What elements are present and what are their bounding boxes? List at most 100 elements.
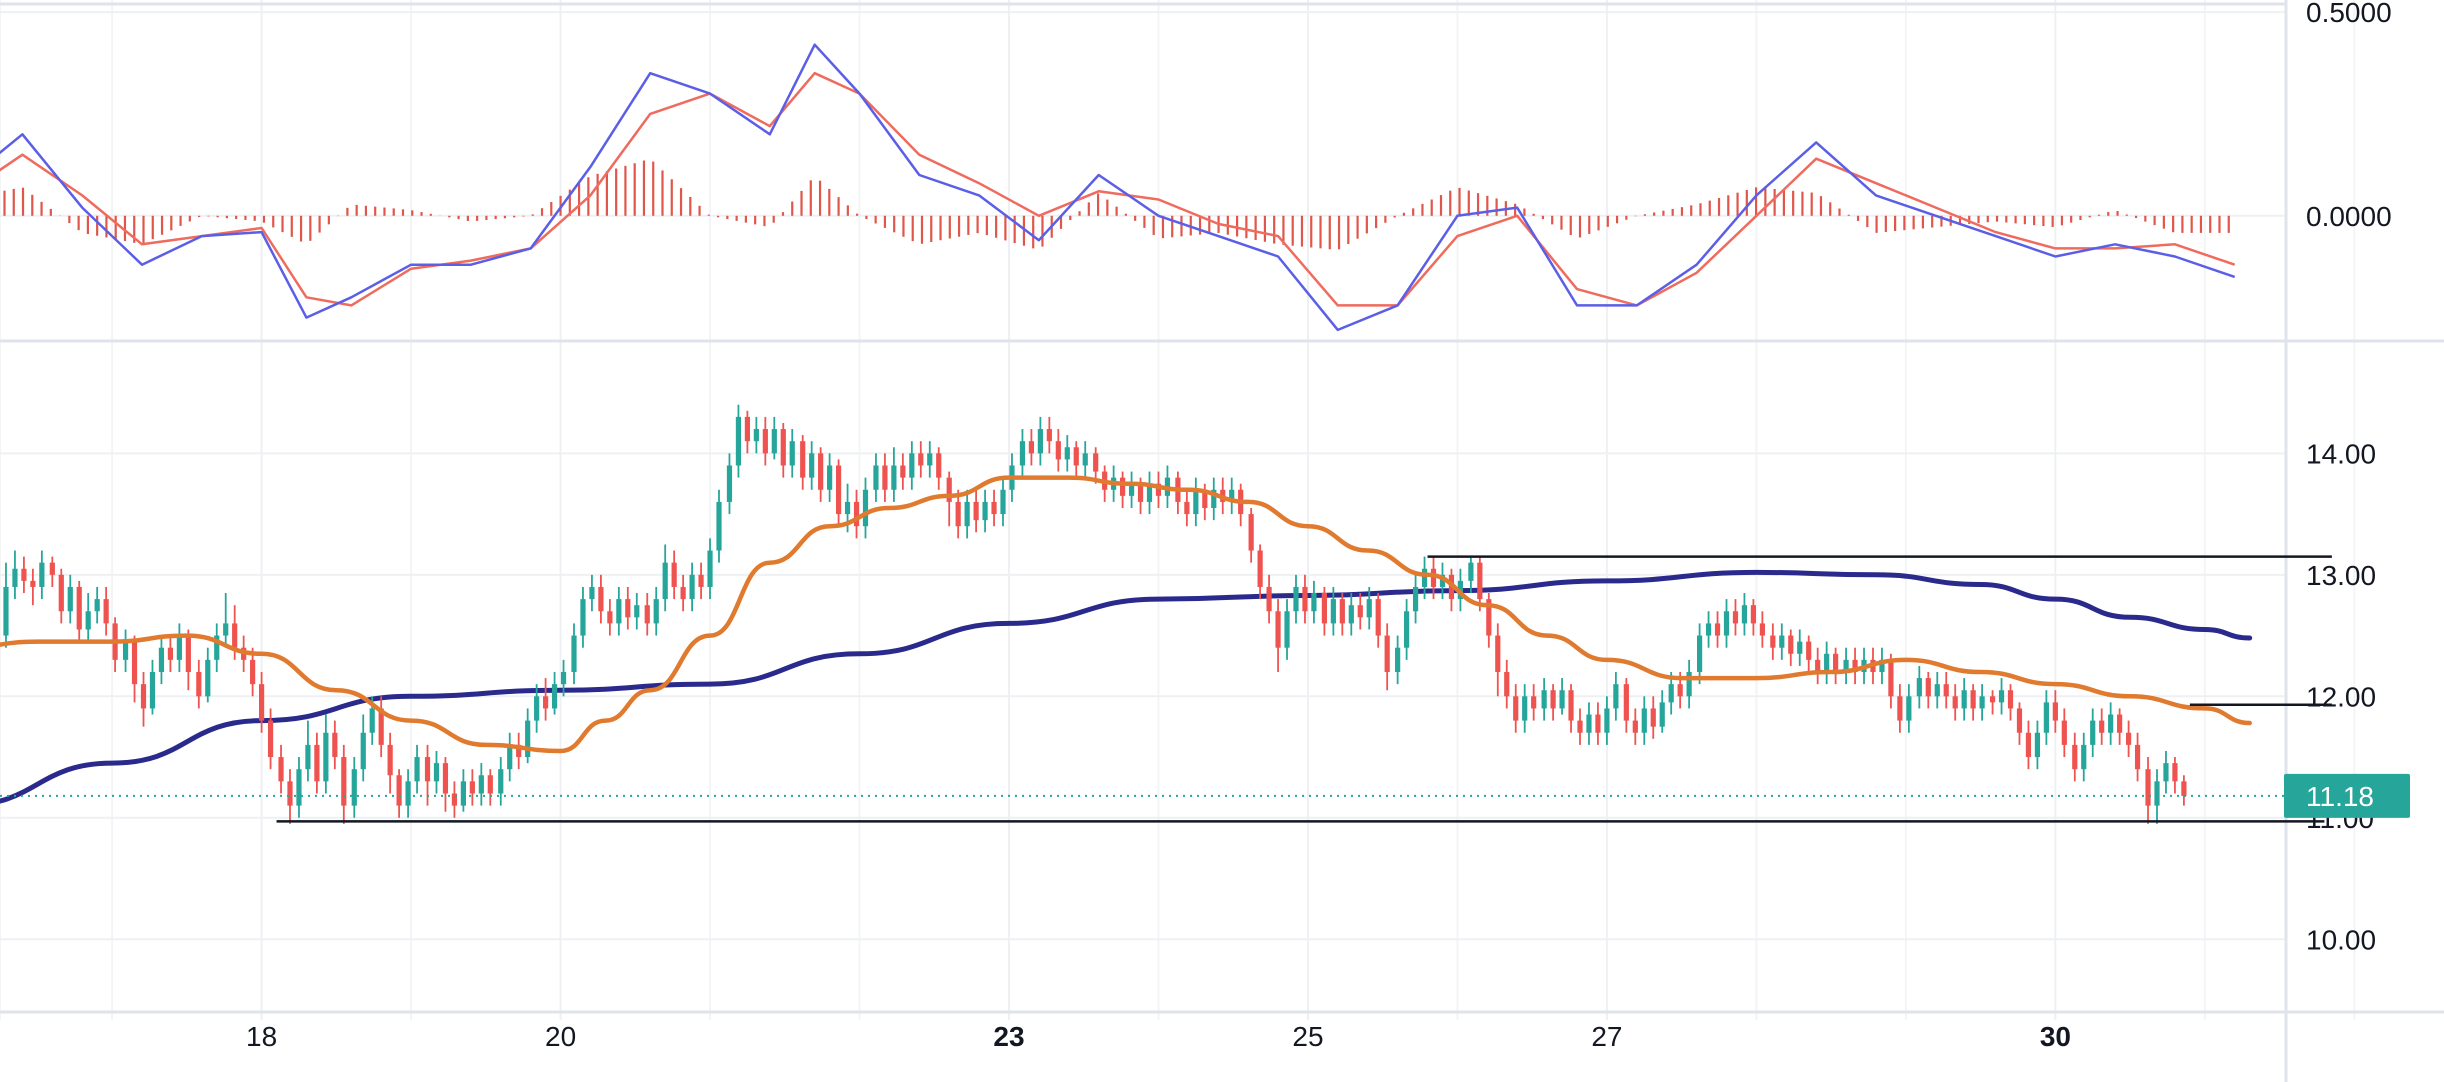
candle-body — [543, 696, 549, 709]
candle-body — [1705, 623, 1712, 636]
candle-body — [598, 586, 604, 612]
candle-body — [955, 501, 961, 527]
time-tick-label: 20 — [545, 1021, 576, 1052]
macd-axis[interactable]: 0.5000 0.0000 — [2306, 0, 2392, 232]
candle-body — [469, 781, 475, 794]
candle-body — [1788, 635, 1794, 654]
candle-body — [1770, 635, 1776, 648]
candle-body — [1321, 593, 1327, 624]
candle-body — [1486, 599, 1492, 636]
candle-body — [49, 562, 55, 575]
price-pane[interactable] — [0, 404, 2332, 824]
candle-body — [1824, 653, 1830, 672]
candle-body — [571, 635, 577, 672]
candle-body — [498, 769, 504, 794]
price-tick-label: 10.00 — [2306, 924, 2376, 955]
candle-body — [1568, 690, 1574, 721]
candle-body — [1522, 696, 1528, 721]
candle-body — [2007, 690, 2014, 709]
candle-body — [1741, 605, 1748, 624]
candle-body — [1641, 708, 1647, 733]
candle-body — [94, 599, 100, 612]
candle-body — [1961, 690, 1967, 709]
candle-body — [1384, 635, 1390, 672]
candle-body — [2081, 744, 2087, 770]
candle-body — [1604, 708, 1610, 733]
candle-body — [332, 732, 338, 758]
candle-body — [689, 574, 695, 600]
candle-body — [1439, 574, 1446, 587]
candle-body — [936, 453, 942, 478]
candle-body — [1906, 696, 1912, 721]
candle-body — [1293, 586, 1299, 612]
candle-body — [323, 732, 329, 782]
ma-fast-line — [0, 475, 2252, 754]
candle-body — [726, 465, 733, 502]
candle-body — [1128, 483, 1135, 496]
candle-body — [1759, 623, 1765, 636]
candle-body — [1404, 611, 1410, 648]
candle-body — [551, 684, 558, 709]
candle-body — [716, 501, 722, 551]
candle-body — [1055, 441, 1061, 460]
candle-body — [1155, 483, 1162, 496]
candle-body — [460, 781, 466, 806]
candle-body — [1714, 623, 1721, 636]
candle-body — [525, 720, 531, 758]
candle-body — [1531, 696, 1537, 709]
candle-body — [1806, 641, 1812, 660]
candle-body — [607, 611, 613, 624]
candle-body — [478, 775, 484, 794]
candle-body — [2163, 763, 2169, 782]
signal-line — [0, 71, 2236, 307]
time-axis[interactable]: 18 20 23 25 27 30 — [246, 1021, 2071, 1052]
candle-body — [1979, 696, 1985, 709]
candle-body — [1137, 483, 1144, 502]
candle-body — [507, 744, 513, 770]
candle-body — [223, 623, 229, 636]
candle-body — [1989, 696, 1996, 703]
candle-body — [2061, 720, 2067, 745]
candle-body — [2117, 714, 2123, 733]
candle-body — [1659, 702, 1665, 727]
candle-body — [625, 599, 631, 618]
candle-body — [131, 641, 138, 685]
last-price-badge-bg — [2284, 773, 2410, 818]
candle-body — [76, 586, 82, 630]
ma-slow-line — [0, 569, 2253, 804]
candle-body — [433, 763, 440, 782]
candle-body — [1595, 714, 1601, 733]
candle-body — [1037, 429, 1043, 454]
candle-body — [351, 769, 357, 806]
candle-body — [891, 465, 897, 490]
candle-body — [1357, 605, 1363, 618]
candle-body — [809, 453, 815, 478]
candle-body — [1028, 441, 1035, 454]
candle-body — [1093, 453, 1099, 472]
candle-body — [3, 586, 9, 636]
candle-body — [1184, 501, 1190, 515]
horizontal-levels — [276, 555, 2332, 823]
macd-pane[interactable] — [0, 43, 2236, 332]
candle-body — [278, 757, 284, 782]
candle-body — [634, 605, 640, 618]
candle-body — [1943, 684, 1949, 697]
macd-tick-label: 0.0000 — [2306, 201, 2392, 232]
candlesticks — [3, 404, 2187, 824]
candle-body — [900, 465, 906, 478]
candle-body — [1888, 659, 1894, 697]
candle-body — [167, 647, 174, 660]
candle-body — [1843, 659, 1849, 672]
candle-body — [2052, 702, 2058, 721]
candle-body — [1064, 447, 1070, 460]
candle-body — [442, 763, 449, 794]
candle-body — [1559, 690, 1565, 709]
candle-body — [1852, 659, 1858, 672]
candle-body — [1430, 568, 1437, 587]
candle-body — [2154, 781, 2160, 806]
candle-body — [707, 550, 713, 587]
candle-body — [1686, 672, 1692, 697]
